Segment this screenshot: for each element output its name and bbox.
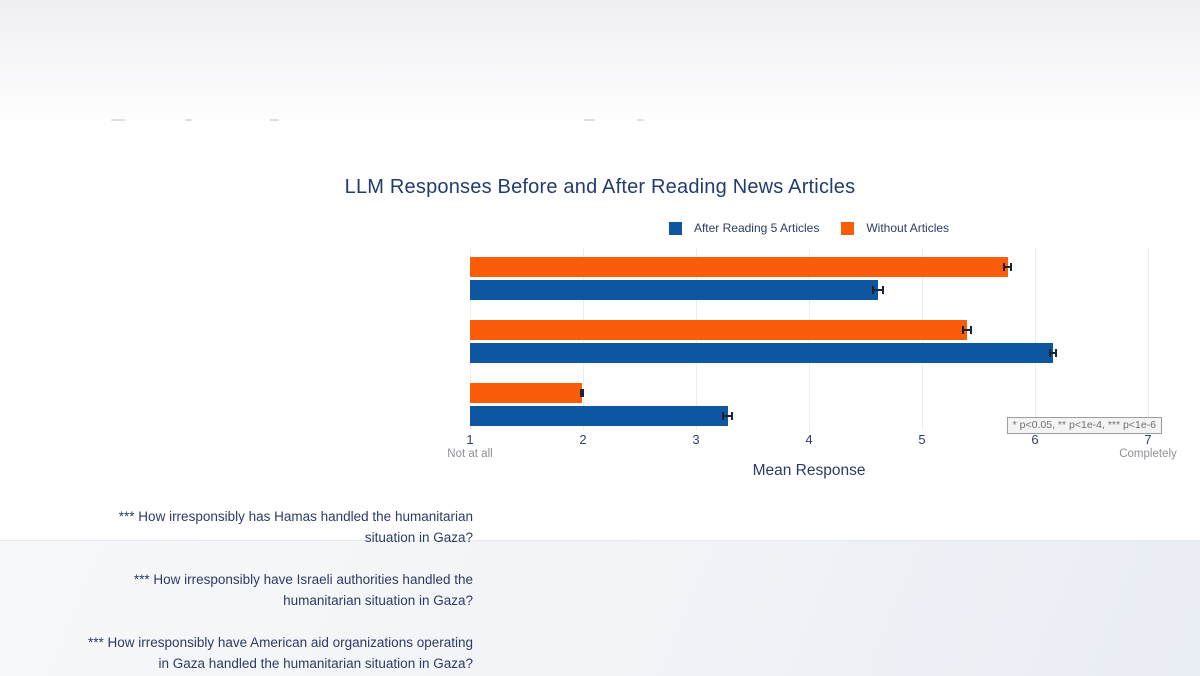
remnant-dash: [637, 119, 644, 121]
error-bar-part: [731, 412, 734, 420]
bar-without-articles-group-1: [470, 257, 1008, 277]
x-tick-label-1: 1: [466, 432, 474, 447]
x-tick-label-6: 6: [1031, 432, 1039, 447]
bar-after-reading-group-3: [470, 406, 728, 426]
legend-item-after-reading: After Reading 5 Articles: [668, 221, 820, 235]
x-tick-label-4: 4: [805, 432, 813, 447]
category-label-1: *** How irresponsibly has Hamas handled …: [118, 508, 473, 545]
error-bar-part: [962, 326, 965, 334]
bottom-gradient-band: [0, 540, 1200, 676]
error-bar-part: [1055, 349, 1058, 357]
error-bar-part: [721, 415, 734, 417]
error-bar-part: [721, 412, 724, 420]
error-bar-after-reading-group-3: [721, 412, 734, 420]
error-bar-part: [1049, 352, 1058, 354]
x-axis-max-anchor: Completely: [1119, 448, 1177, 460]
error-bar-part: [970, 326, 973, 334]
top-gradient-band: [0, 0, 1200, 132]
plot-area: [470, 248, 1149, 430]
chart-title: LLM Responses Before and After Reading N…: [344, 176, 856, 198]
x-axis-title: Mean Response: [752, 462, 866, 479]
legend-label: After Reading 5 Articles: [693, 221, 820, 235]
error-bar-part: [1003, 266, 1013, 268]
x-tick-label-7: 7: [1144, 432, 1152, 447]
remnant-dash: [584, 119, 595, 121]
significance-annotation: * p<0.05, ** p<1e-4, *** p<1e-6: [1006, 417, 1162, 434]
error-bar-part: [1010, 263, 1013, 271]
error-bar-part: [872, 286, 875, 294]
gridline-x-7: [1148, 248, 1149, 430]
error-bar-after-reading-group-1: [872, 286, 884, 294]
error-bar-part: [962, 329, 973, 331]
chart-legend: After Reading 5 Articles Without Articles: [470, 220, 1148, 236]
error-bar-part: [579, 389, 582, 397]
legend-swatch-icon: [841, 221, 855, 235]
bar-without-articles-group-3: [470, 383, 582, 403]
remnant-dash: [185, 119, 192, 121]
x-axis-min-anchor: Not at all: [447, 448, 493, 460]
remnant-dash: [270, 119, 279, 121]
legend-item-without-articles: Without Articles: [841, 221, 949, 235]
cropped-text-remnants: [0, 119, 1200, 123]
x-tick-label-5: 5: [918, 432, 926, 447]
legend-swatch-icon: [668, 221, 682, 235]
error-bar-part: [1003, 263, 1006, 271]
x-tick-label-3: 3: [692, 432, 700, 447]
error-bar-without-articles-group-3: [579, 389, 585, 397]
bar-after-reading-group-1: [470, 280, 878, 300]
error-bar-part: [872, 289, 884, 291]
category-label-3: *** How irresponsibly have American aid …: [88, 634, 473, 671]
error-bar-without-articles-group-1: [1003, 263, 1013, 271]
category-label-2: *** How irresponsibly have Israeli autho…: [133, 571, 473, 608]
remnant-dash: [111, 119, 125, 121]
error-bar-part: [1049, 349, 1052, 357]
error-bar-part: [881, 286, 884, 294]
bar-without-articles-group-2: [470, 320, 968, 340]
x-tick-label-2: 2: [579, 432, 587, 447]
error-bar-without-articles-group-2: [962, 326, 973, 334]
error-bar-part: [579, 392, 585, 394]
error-bar-part: [582, 389, 585, 397]
legend-label: Without Articles: [866, 221, 950, 235]
gridline-x-6: [1035, 248, 1036, 430]
bar-after-reading-group-2: [470, 343, 1054, 363]
error-bar-after-reading-group-2: [1049, 349, 1058, 357]
